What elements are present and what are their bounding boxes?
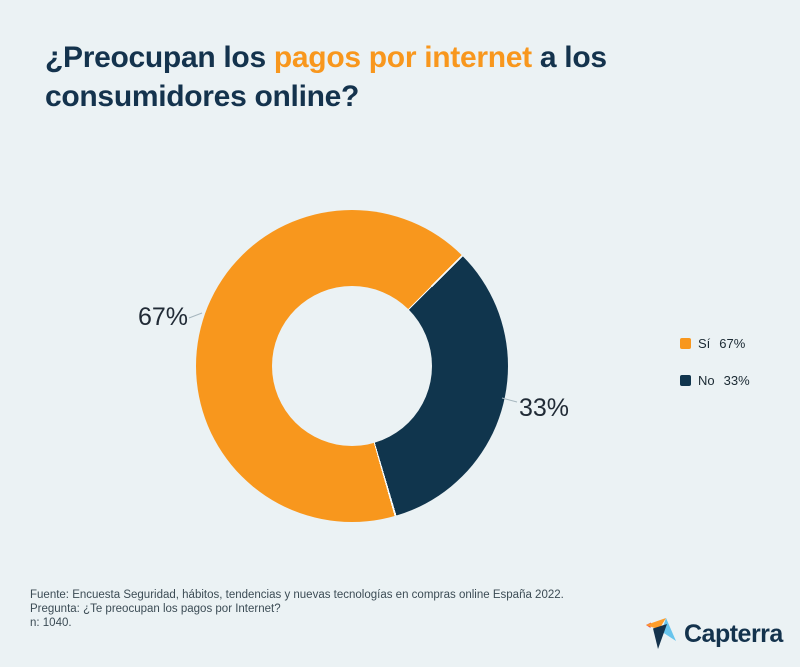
legend: Sí 67% No 33% [680,336,750,410]
capterra-wordmark: Capterra [684,619,783,648]
slice-label-no: 33% [519,394,570,422]
legend-value-no: 33% [723,373,750,388]
title-line2: consumidores online? [45,80,360,113]
source-note: Fuente: Encuesta Seguridad, hábitos, ten… [30,589,564,630]
capterra-logo: Capterra [645,618,783,650]
capterra-logo-icon [646,618,676,649]
donut-chart-area [196,210,508,522]
title-navy-2: a los [531,41,607,74]
title-accent: pagos por internet [273,41,532,74]
legend-item-si: Sí 67% [680,336,750,351]
legend-swatch-no [680,375,691,386]
source-line-n: n: 1040. [30,616,72,629]
legend-swatch-si [680,338,691,349]
legend-value-si: 67% [719,336,746,351]
legend-item-no: No 33% [680,373,750,388]
source-line-pregunta: Pregunta: ¿Te preocupan los pagos por In… [30,602,281,615]
legend-label-si: Sí [698,336,711,351]
donut-hole [272,286,432,446]
source-line-fuente: Fuente: Encuesta Seguridad, hábitos, ten… [30,589,564,601]
chart-title: ¿Preocupan los pagos por internet a los c… [45,38,765,116]
slice-label-si: 67% [137,303,188,331]
title-navy-1: ¿Preocupan los [45,41,274,74]
legend-label-no: No [698,373,715,388]
